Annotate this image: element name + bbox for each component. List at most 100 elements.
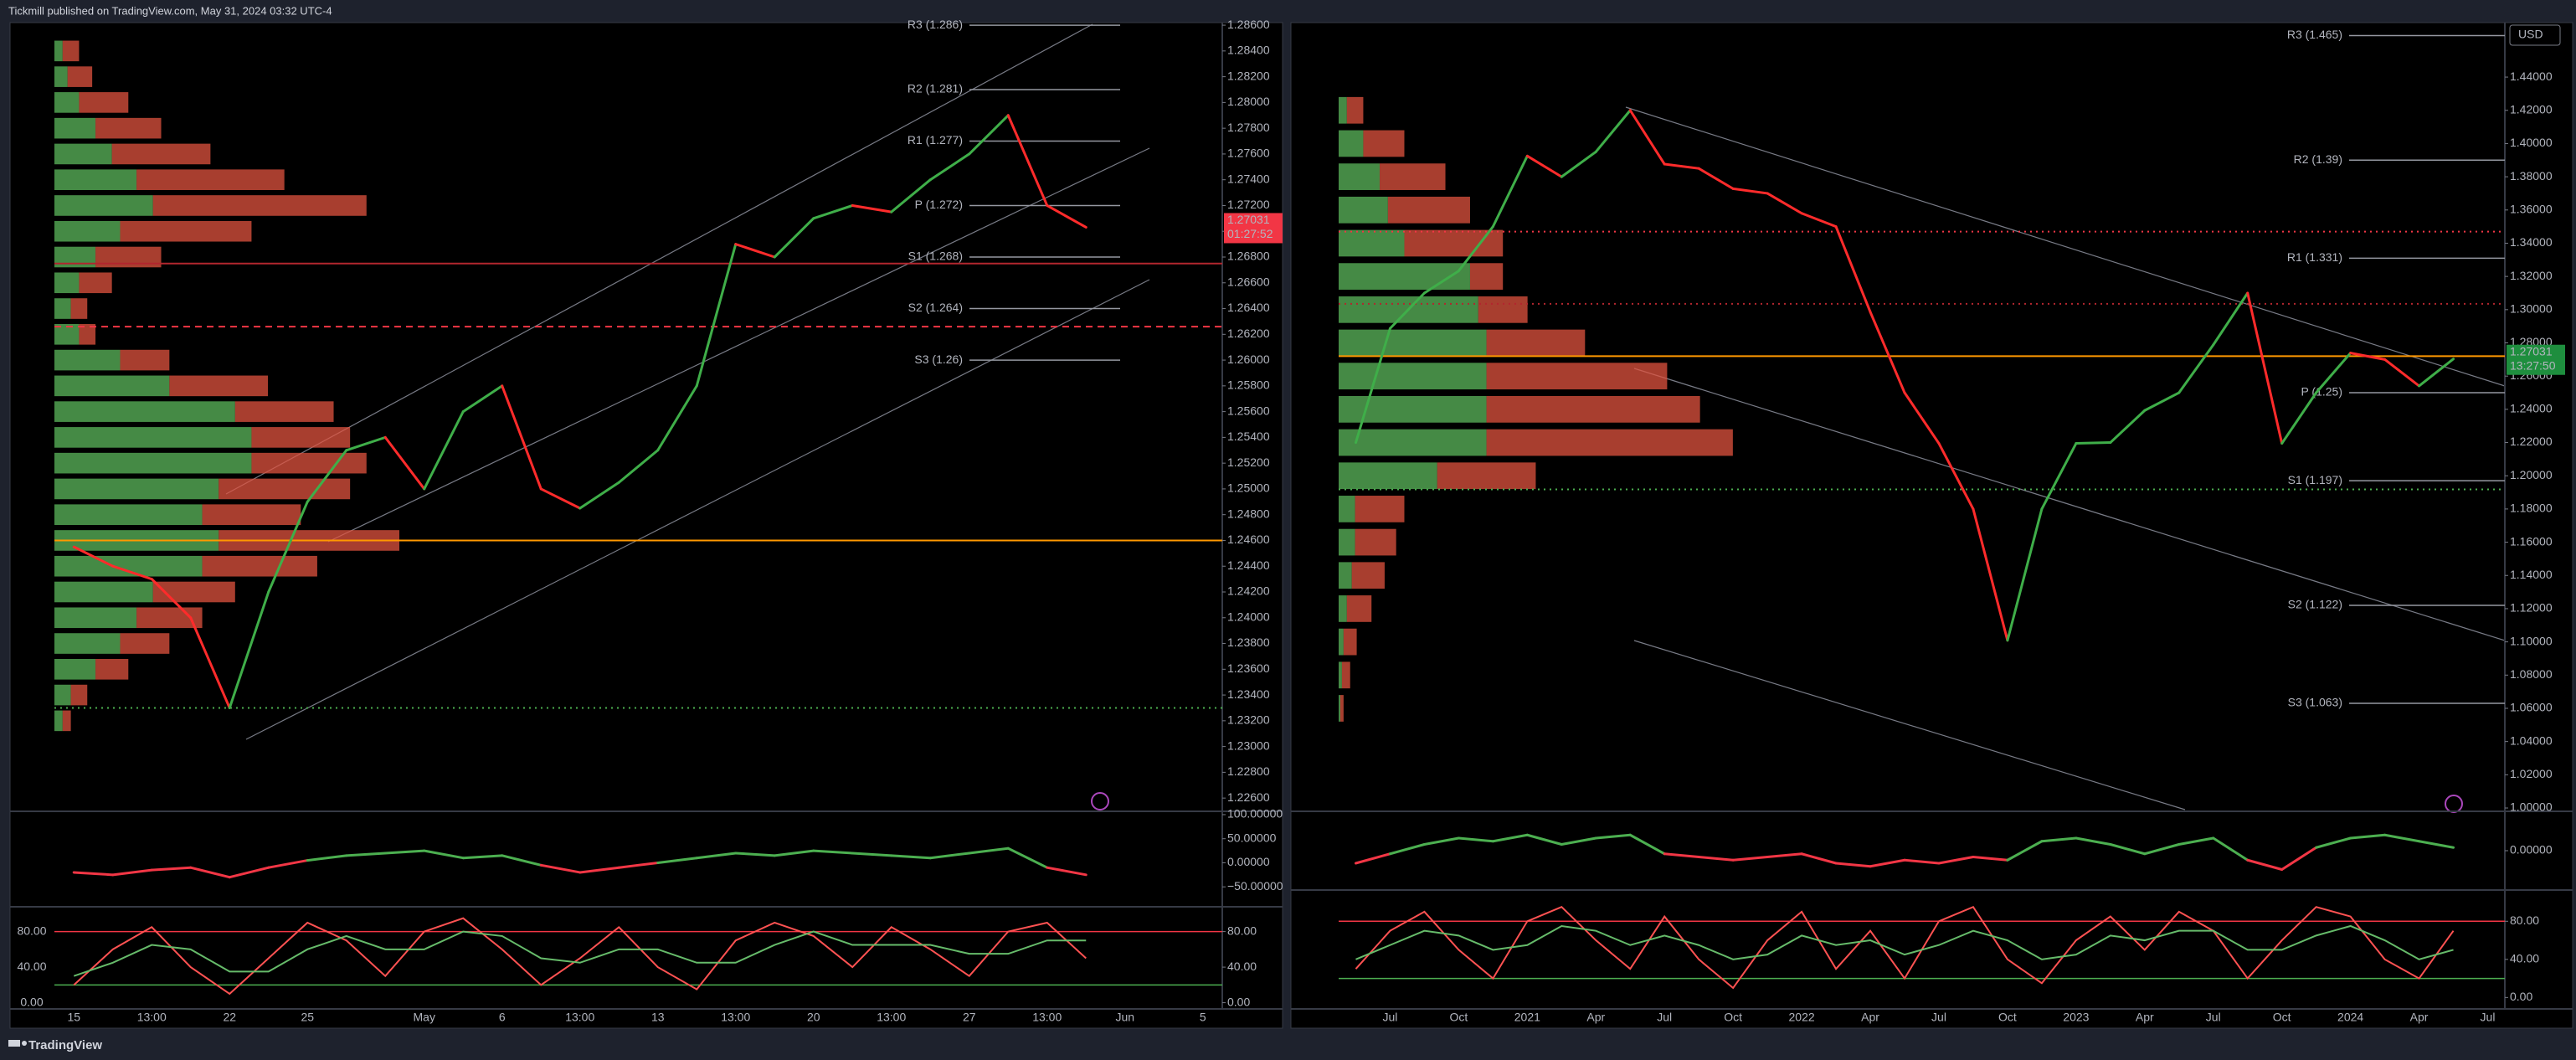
osc-segment bbox=[1869, 858, 1906, 868]
profile-up bbox=[54, 117, 96, 139]
right-panel bbox=[1290, 22, 2573, 1029]
osc-tick-label: −50.00000 bbox=[1227, 879, 1283, 893]
price-segment bbox=[1354, 327, 1391, 445]
price-segment bbox=[150, 578, 193, 620]
y-tick-label: 1.16000 bbox=[2510, 534, 2553, 548]
price-segment bbox=[111, 564, 153, 581]
pivot-label: S3 (1.063) bbox=[2288, 696, 2342, 709]
x-tick-label: 13 bbox=[651, 1011, 665, 1024]
profile-down bbox=[234, 401, 334, 422]
y-tick-label: 1.27800 bbox=[1227, 121, 1270, 134]
osc-segment bbox=[345, 852, 387, 857]
osc-segment bbox=[1697, 856, 1735, 862]
profile-down bbox=[1437, 462, 1536, 490]
last-price-box bbox=[2507, 344, 2565, 375]
y-tick-label: 1.32000 bbox=[2510, 269, 2553, 282]
y-tick-label: 1.23400 bbox=[1227, 687, 1270, 701]
plots: R3 (1.286) R2 (1.281) R1 (1.277) P (1.272) S… bbox=[10, 18, 2573, 1024]
osc-segment bbox=[2040, 836, 2078, 843]
pivot-label: R2 (1.39) bbox=[2294, 152, 2342, 166]
profile-down bbox=[1469, 263, 1504, 291]
stoch-tick-label: 80.00 bbox=[2510, 913, 2539, 927]
price-segment bbox=[228, 590, 270, 709]
profile-down bbox=[120, 220, 252, 242]
profile-down bbox=[95, 117, 162, 139]
profile-down bbox=[1363, 130, 1405, 157]
y-tick-label: 1.08000 bbox=[2510, 667, 2553, 681]
footer-brand[interactable]: TradingView bbox=[28, 1038, 102, 1052]
profile-up bbox=[54, 427, 252, 448]
osc-segment bbox=[2280, 846, 2318, 871]
profile-up bbox=[1339, 229, 1405, 257]
stoch-tick-label: 80.00 bbox=[1227, 924, 1257, 937]
profile-up bbox=[54, 659, 96, 680]
price-segment bbox=[2143, 391, 2181, 412]
profile-down bbox=[1380, 163, 1446, 190]
stoch-tick-label: 0.00 bbox=[2510, 990, 2532, 1003]
stoch-d bbox=[73, 930, 1087, 977]
profile-down bbox=[1355, 528, 1396, 556]
price-segment bbox=[72, 545, 115, 568]
profile-down bbox=[62, 710, 71, 732]
y-tick-label: 1.27600 bbox=[1227, 147, 1270, 160]
y-tick-label: 1.02000 bbox=[2510, 767, 2553, 780]
price-segment bbox=[1903, 391, 1941, 445]
price-segment bbox=[2075, 441, 2112, 445]
x-tick-label: Jul bbox=[2206, 1011, 2221, 1024]
x-tick-label: 13:00 bbox=[565, 1011, 594, 1024]
y-tick-label: 1.36000 bbox=[2510, 202, 2553, 215]
logo-mark bbox=[22, 1041, 27, 1046]
y-tick-label: 1.14000 bbox=[2510, 568, 2553, 581]
profile-up bbox=[1339, 595, 1347, 622]
trend-line bbox=[245, 279, 1150, 740]
y-tick-label: 1.28600 bbox=[1227, 18, 1270, 31]
trend-line bbox=[1633, 640, 2186, 810]
price-segment bbox=[2109, 409, 2147, 445]
profile-down bbox=[70, 298, 88, 319]
profile-up bbox=[54, 401, 235, 422]
osc-segment bbox=[1628, 833, 1666, 856]
price-segment bbox=[189, 616, 231, 709]
profile-up bbox=[1339, 429, 1487, 456]
osc-tick-label: 0.00000 bbox=[2510, 843, 2553, 857]
y-tick-label: 1.25000 bbox=[1227, 481, 1270, 495]
osc-segment bbox=[1422, 836, 1460, 846]
profile-up bbox=[54, 375, 170, 397]
currency-box bbox=[2509, 24, 2561, 46]
price-segment bbox=[2040, 442, 2078, 511]
osc-segment bbox=[1388, 843, 1426, 856]
osc-segment bbox=[1560, 836, 1597, 846]
price-segment bbox=[539, 487, 582, 510]
osc-segment bbox=[1834, 862, 1872, 868]
osc-segment bbox=[578, 866, 620, 874]
x-tick-label: 13:00 bbox=[721, 1011, 750, 1024]
profile-down bbox=[1486, 329, 1586, 357]
countdown: 13:27:50 bbox=[2510, 358, 2556, 372]
x-tick-label: Jun bbox=[1115, 1011, 1134, 1024]
y-tick-label: 1.34000 bbox=[2510, 235, 2553, 249]
profile-down bbox=[120, 349, 170, 371]
stoch-tick-label: 80.00 bbox=[17, 924, 46, 937]
pivot-label: R3 (1.286) bbox=[908, 18, 963, 31]
alert-icon[interactable] bbox=[1091, 792, 1109, 810]
footer-logo bbox=[8, 1040, 27, 1047]
price-segment bbox=[734, 243, 776, 259]
price-segment bbox=[968, 114, 1010, 156]
y-tick-label: 1.27400 bbox=[1227, 172, 1270, 185]
y-tick-label: 1.25600 bbox=[1227, 404, 1270, 417]
y-tick-label: 1.23800 bbox=[1227, 635, 1270, 649]
y-tick-label: 1.23200 bbox=[1227, 713, 1270, 727]
drawings bbox=[225, 23, 2506, 810]
y-tick-label: 1.26800 bbox=[1227, 250, 1270, 263]
stoch-tick-label: 40.00 bbox=[17, 960, 46, 973]
profile-up bbox=[1339, 96, 1347, 124]
osc-segment bbox=[2006, 840, 2044, 862]
osc-segment bbox=[383, 849, 426, 855]
profile-up bbox=[54, 555, 203, 577]
x-tick-label: Oct bbox=[1998, 1011, 2017, 1024]
price-segment bbox=[1731, 187, 1769, 195]
price-segment bbox=[812, 203, 854, 220]
profile-up bbox=[54, 478, 219, 500]
